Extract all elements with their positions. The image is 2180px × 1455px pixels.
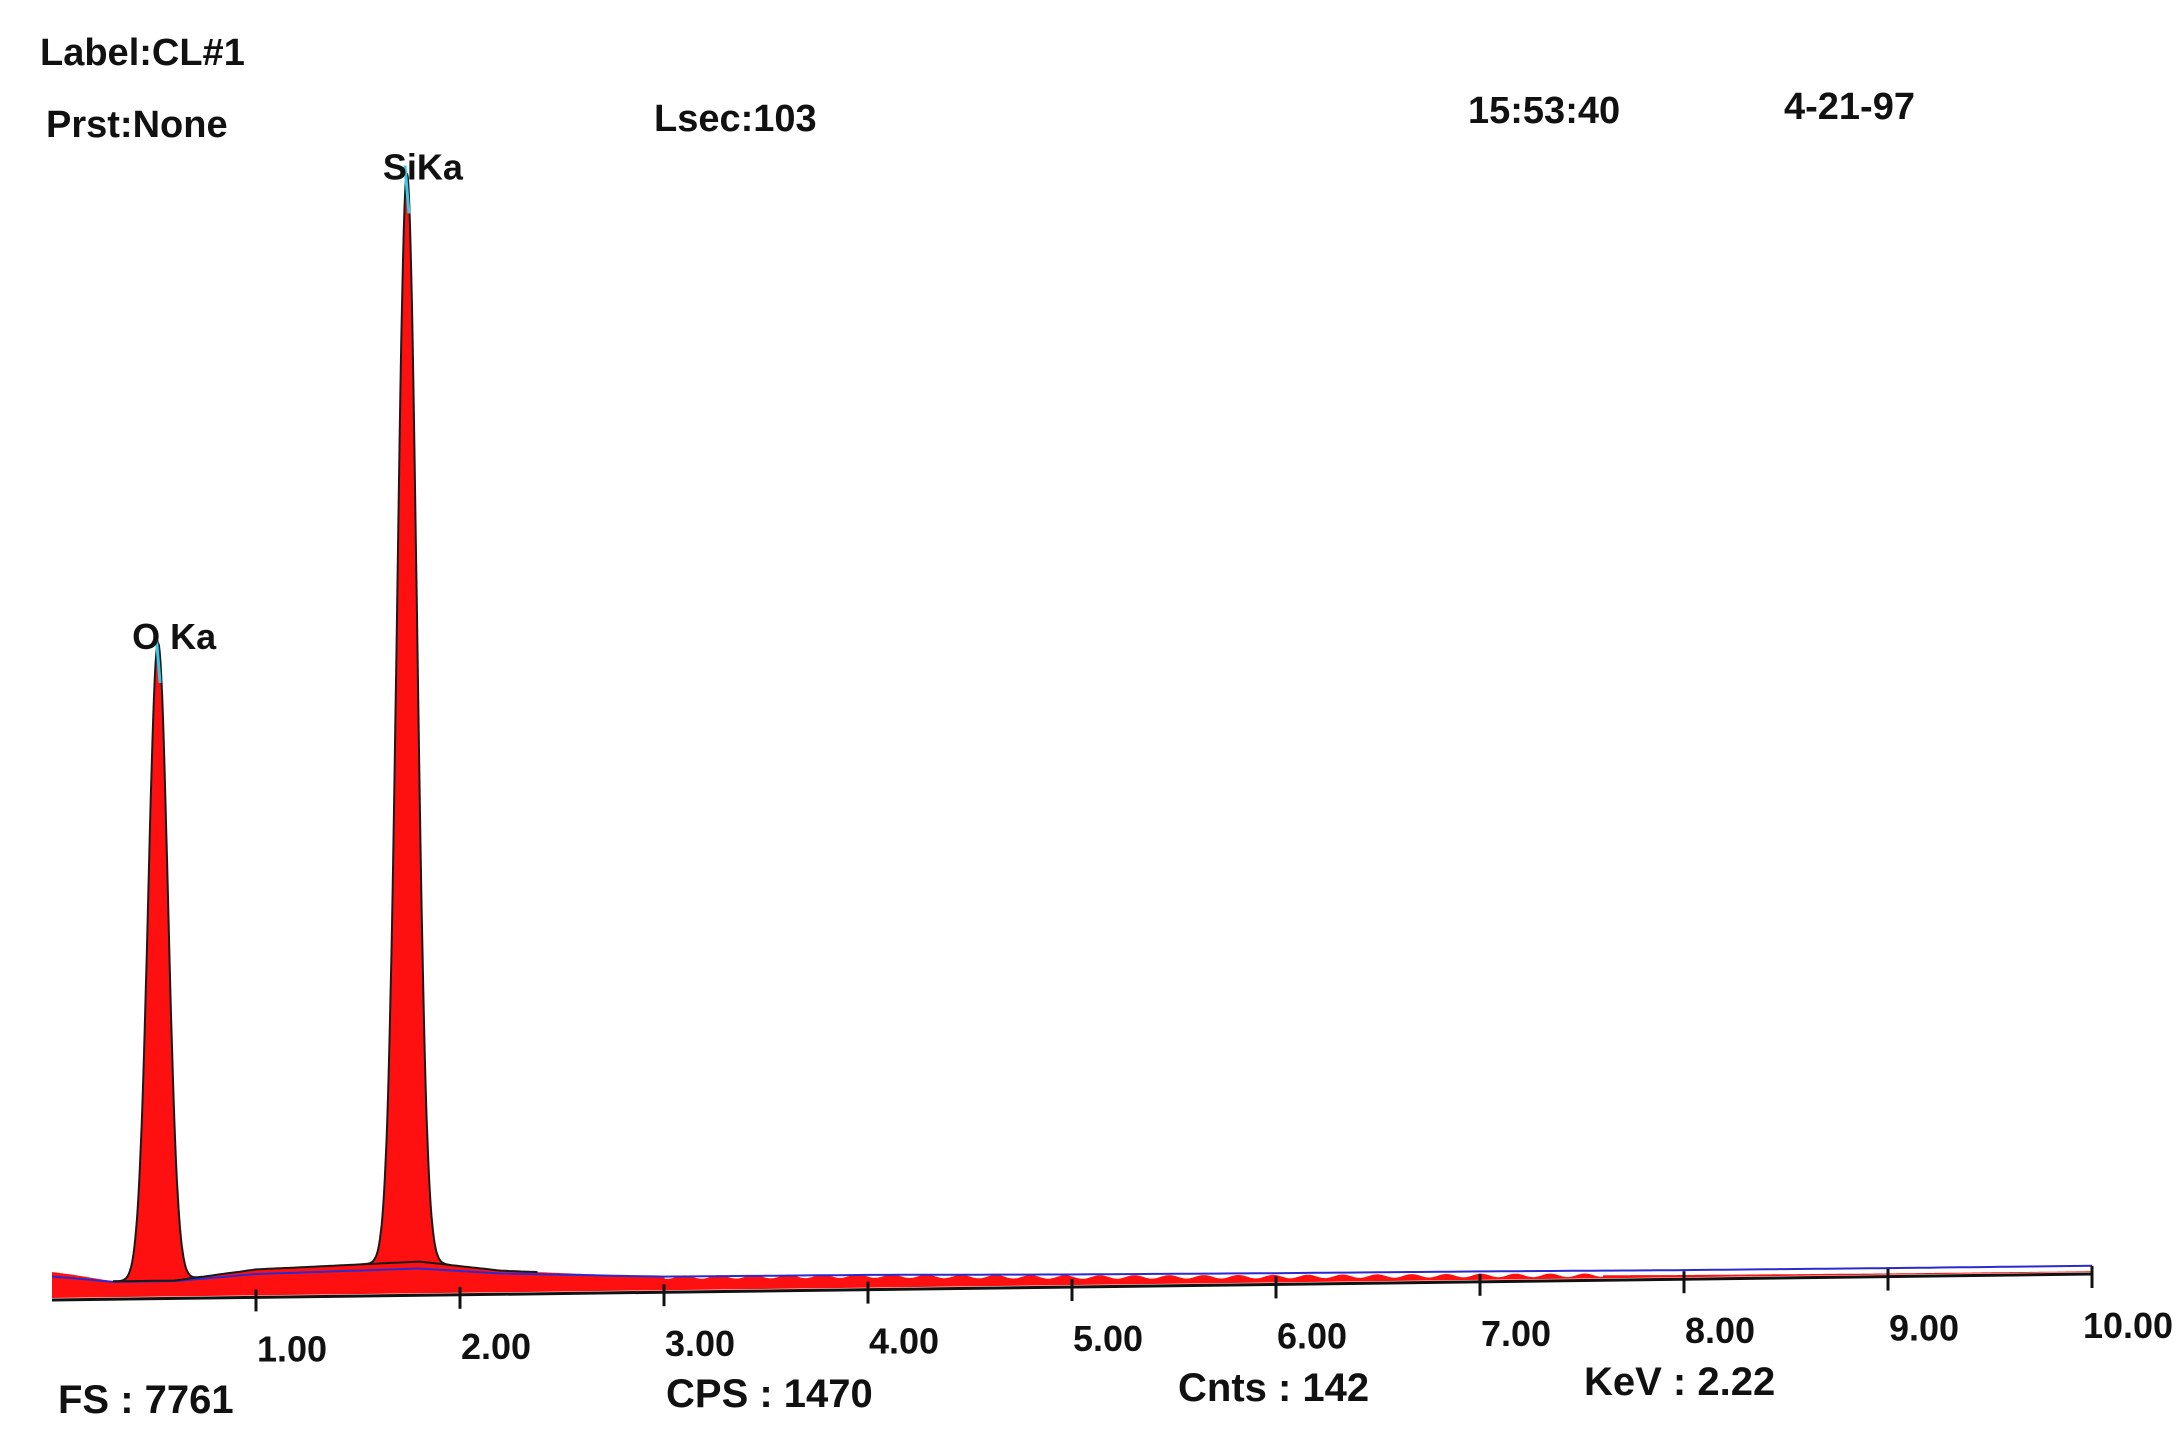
peak-labels: O Ka SiKa	[132, 146, 464, 656]
peak-label: SiKa	[383, 146, 464, 187]
x-tick-label: 7.00	[1481, 1313, 1551, 1354]
peak-label: O Ka	[132, 616, 217, 657]
x-tick-label: 2.00	[461, 1326, 531, 1367]
peak-tip-0	[154, 634, 162, 684]
x-tick-label: 8.00	[1685, 1310, 1755, 1351]
kev-readout: KeV : 2.22	[1584, 1360, 1776, 1404]
x-axis: 1.00 2.00 3.00 4.00 5.00 6.00 7.00 8.00 9.00 10.0…	[51, 1266, 2173, 1369]
acquisition-time: 15:53:40	[1468, 90, 1621, 132]
counts-readout: Cnts : 142	[1178, 1366, 1370, 1410]
x-tick-label: 5.00	[1073, 1318, 1143, 1359]
counts-per-second: CPS : 1470	[666, 1372, 873, 1416]
spectrum-label: Label:CL#1	[40, 32, 245, 74]
peak-tip-1	[403, 165, 411, 214]
preset-label: Prst:None	[46, 104, 228, 146]
baseline-trace	[51, 1264, 2093, 1283]
x-tick-label: 10.00	[2083, 1305, 2173, 1346]
spectrum-fill	[52, 173, 2092, 1298]
x-tick-label: 6.00	[1277, 1315, 1347, 1356]
full-scale: FS : 7761	[58, 1378, 234, 1422]
x-tick-label: 3.00	[665, 1323, 735, 1364]
live-seconds: Lsec:103	[654, 98, 817, 140]
acquisition-date: 4-21-97	[1784, 86, 1915, 128]
background-curve	[113, 1260, 538, 1283]
x-tick-label: 4.00	[869, 1321, 939, 1362]
series-layer	[51, 165, 2093, 1298]
x-tick-label: 9.00	[1889, 1308, 1959, 1349]
x-tick-label: 1.00	[257, 1328, 327, 1369]
